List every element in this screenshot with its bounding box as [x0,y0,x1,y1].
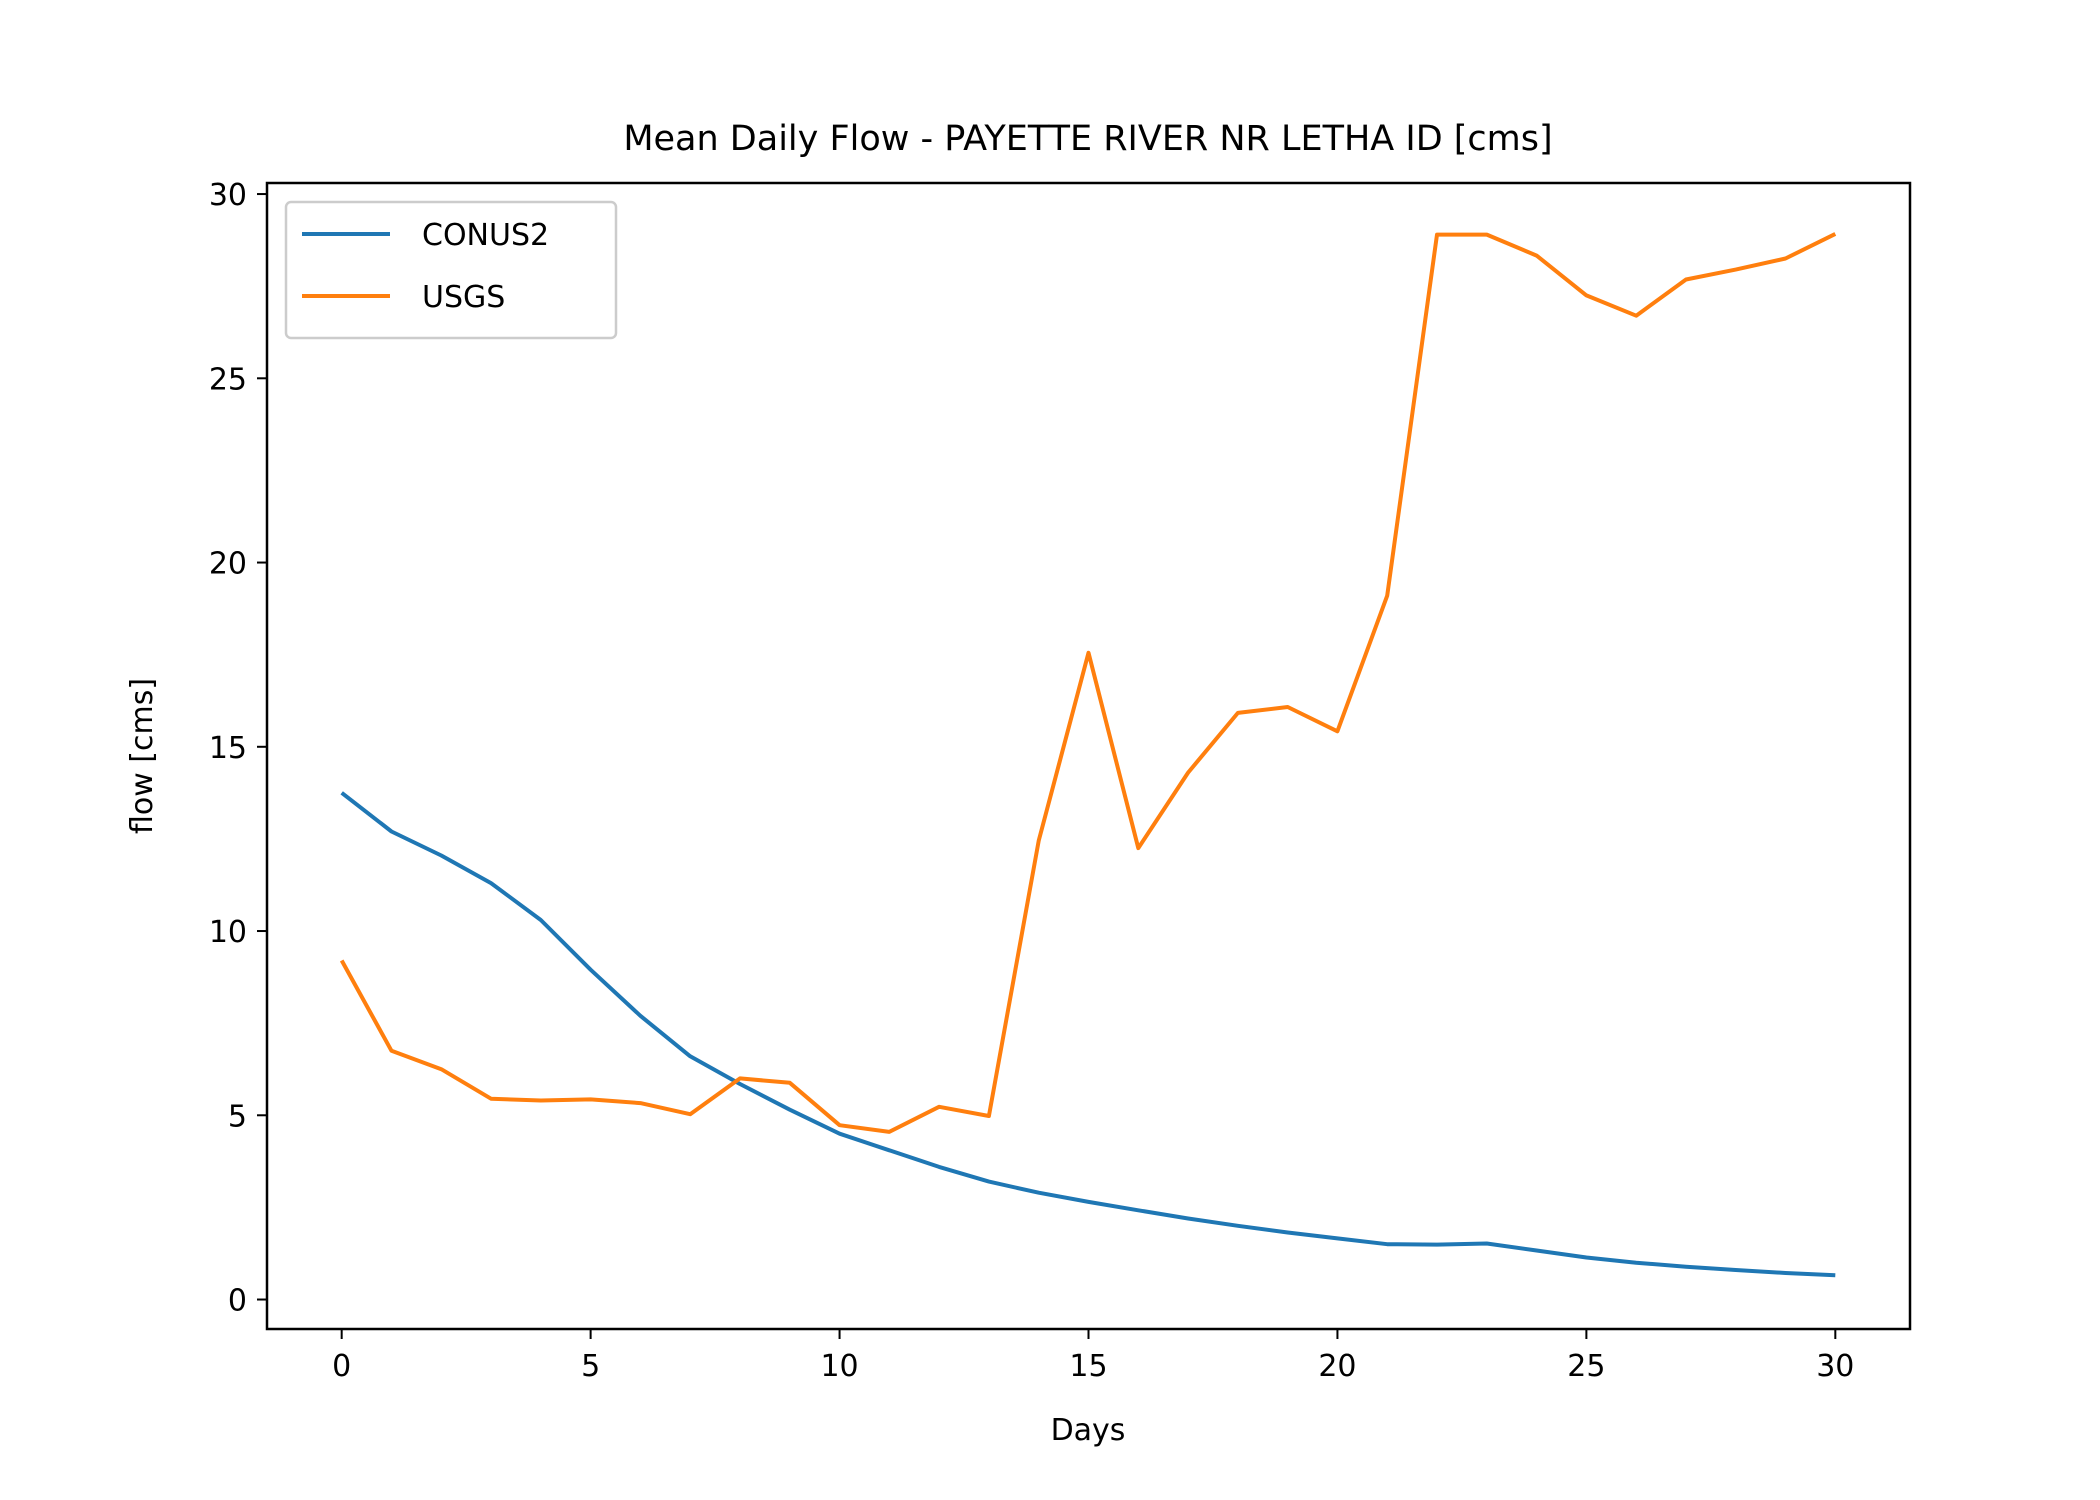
x-tick-label: 30 [1816,1349,1854,1384]
x-tick-label: 15 [1069,1349,1107,1384]
x-tick-label: 5 [581,1349,600,1384]
series-line-conus2 [340,791,1836,1278]
y-axis-ticks: 0 5 10 15 20 25 30 [209,178,267,1319]
y-tick-label: 0 [228,1284,247,1319]
legend-label-conus2: CONUS2 [422,218,549,253]
x-tick-label: 20 [1318,1349,1356,1384]
series-line-usgs [339,232,1837,1134]
y-tick-label: 10 [209,915,247,950]
y-axis-label: flow [cms] [125,678,160,834]
x-tick-label: 25 [1567,1349,1605,1384]
x-tick-label: 0 [332,1349,351,1384]
y-tick-label: 25 [209,362,247,397]
y-tick-label: 30 [209,178,247,213]
x-axis-label: Days [1051,1413,1126,1448]
x-axis-ticks: 0 5 10 15 20 25 30 [332,1329,1854,1384]
y-tick-label: 20 [209,547,247,582]
x-tick-label: 10 [820,1349,858,1384]
y-tick-label: 15 [209,731,247,766]
series-group [339,232,1837,1278]
chart-title: Mean Daily Flow - PAYETTE RIVER NR LETHA… [623,119,1552,159]
legend-label-usgs: USGS [422,280,505,315]
legend: CONUS2 USGS [284,200,618,340]
y-tick-label: 5 [228,1099,247,1134]
